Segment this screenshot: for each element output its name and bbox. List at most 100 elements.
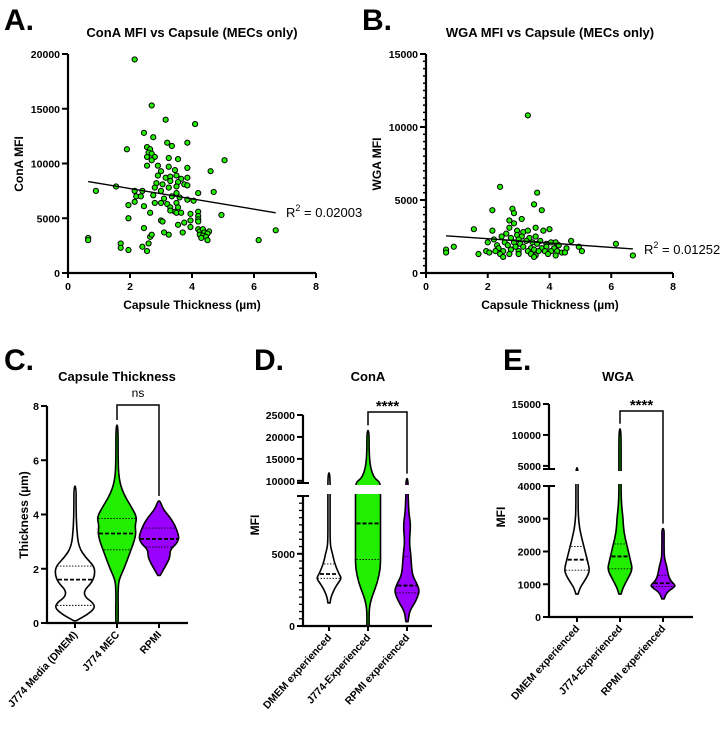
- data-point: [157, 168, 165, 175]
- x-tick-label-a: 8: [313, 281, 319, 293]
- data-point: [504, 242, 511, 249]
- data-point: [143, 153, 151, 161]
- data-point: [173, 172, 180, 179]
- r-squared-a-sup: 2: [295, 203, 300, 213]
- data-point: [538, 207, 545, 214]
- data-point: [145, 240, 152, 247]
- data-point: [125, 215, 132, 222]
- data-point: [506, 224, 513, 231]
- significance-bracket-d: [367, 411, 408, 474]
- data-point: [162, 116, 169, 123]
- data-point: [92, 187, 100, 194]
- data-point: [578, 248, 586, 255]
- data-point: [512, 243, 519, 250]
- axis-break-gap-d: [306, 485, 435, 494]
- violin-e-0: [564, 467, 590, 595]
- data-point: [187, 223, 194, 231]
- y-tick-label-e: 0: [535, 612, 541, 624]
- data-point: [174, 156, 182, 163]
- data-point: [486, 249, 493, 256]
- data-point: [544, 250, 552, 258]
- axes-b: 0 2 4 6 8 0 5000 10000 15000: [389, 49, 676, 293]
- data-point: [221, 157, 228, 164]
- data-point: [184, 164, 191, 171]
- data-point: [125, 246, 132, 254]
- data-point: [165, 163, 172, 170]
- data-point: [506, 217, 513, 224]
- x-tick-label-a: 2: [127, 281, 133, 293]
- data-point: [629, 252, 636, 259]
- data-point: [535, 248, 542, 255]
- y-tick-label-d: 20000: [266, 432, 295, 444]
- panel-b-scatter: B. WGA MFI vs Capsule (MECs only) Capsul…: [362, 4, 720, 312]
- data-point: [255, 237, 262, 244]
- data-point: [198, 234, 205, 242]
- data-point: [150, 134, 157, 141]
- y-tick-label-a: 10000: [31, 159, 60, 171]
- significance-bracket-e: [619, 410, 664, 524]
- y-tick-label-e: 10000: [512, 430, 541, 442]
- x-tick-label-b: 2: [485, 281, 491, 293]
- data-point: [532, 233, 539, 240]
- r-squared-a-prefix: R: [286, 205, 295, 220]
- data-point: [168, 142, 175, 150]
- data-point: [195, 189, 202, 197]
- violin-d-1: [354, 429, 382, 627]
- data-point: [489, 227, 496, 234]
- data-point: [174, 221, 182, 228]
- data-point: [518, 215, 525, 223]
- data-point: [161, 195, 168, 202]
- data-point: [561, 249, 569, 256]
- r-squared-b-value: = 0.01252: [658, 242, 720, 257]
- data-point: [500, 253, 507, 261]
- axes-a: 0 2 4 6 8 0 5000 10000 15000 20000: [31, 49, 319, 293]
- data-point: [157, 199, 165, 207]
- data-point: [164, 139, 171, 146]
- data-point: [167, 177, 174, 185]
- data-point: [159, 218, 166, 225]
- y-tick-label-c: 8: [33, 401, 39, 413]
- y-tick-label-c: 4: [33, 510, 39, 522]
- data-point: [510, 210, 518, 217]
- violins-e: ****: [552, 397, 696, 600]
- y-tick-label-e: 5000: [518, 461, 542, 473]
- y-axis-label-a: ConA MFI: [12, 136, 26, 192]
- panel-label-e: E.: [503, 344, 531, 377]
- violin-c-1: [96, 424, 138, 624]
- data-point: [131, 56, 138, 63]
- data-point: [171, 166, 179, 174]
- r-squared-a: R2 = 0.02003: [286, 203, 362, 220]
- panel-label-b: B.: [362, 4, 392, 37]
- y-tick-label-a: 20000: [31, 49, 60, 61]
- y-tick-label-c: 6: [33, 455, 39, 467]
- data-point: [143, 248, 151, 255]
- y-tick-label-c: 2: [33, 564, 39, 576]
- data-point: [151, 184, 158, 191]
- data-point: [181, 219, 188, 226]
- x-tick-label-b: 0: [423, 281, 429, 293]
- data-point: [207, 168, 214, 175]
- violin-d-0: [316, 472, 342, 604]
- data-point: [150, 192, 157, 199]
- data-point: [612, 240, 619, 247]
- data-point: [218, 211, 225, 219]
- significance-label-e: ****: [630, 397, 654, 414]
- chart-title-a: ConA MFI vs Capsule (MECs only): [86, 25, 297, 40]
- data-point: [165, 154, 172, 162]
- data-point: [546, 226, 553, 233]
- data-point: [117, 244, 124, 251]
- data-point: [159, 181, 166, 188]
- y-tick-label-b: 15000: [389, 49, 418, 61]
- x-axis-label-b: Capsule Thickness (µm): [481, 298, 619, 312]
- data-point: [568, 237, 575, 244]
- data-point: [140, 225, 148, 232]
- panel-a-scatter: A. ConA MFI vs Capsule (MECs only) Capsu…: [4, 4, 362, 312]
- chart-title-e: WGA: [602, 369, 634, 384]
- data-point: [195, 218, 202, 225]
- points-a: [85, 56, 279, 255]
- axis-break-gap-e: [552, 471, 696, 484]
- data-point: [450, 243, 457, 250]
- y-axis-label-d: MFI: [248, 515, 262, 536]
- y-tick-label-d: 15000: [266, 454, 295, 466]
